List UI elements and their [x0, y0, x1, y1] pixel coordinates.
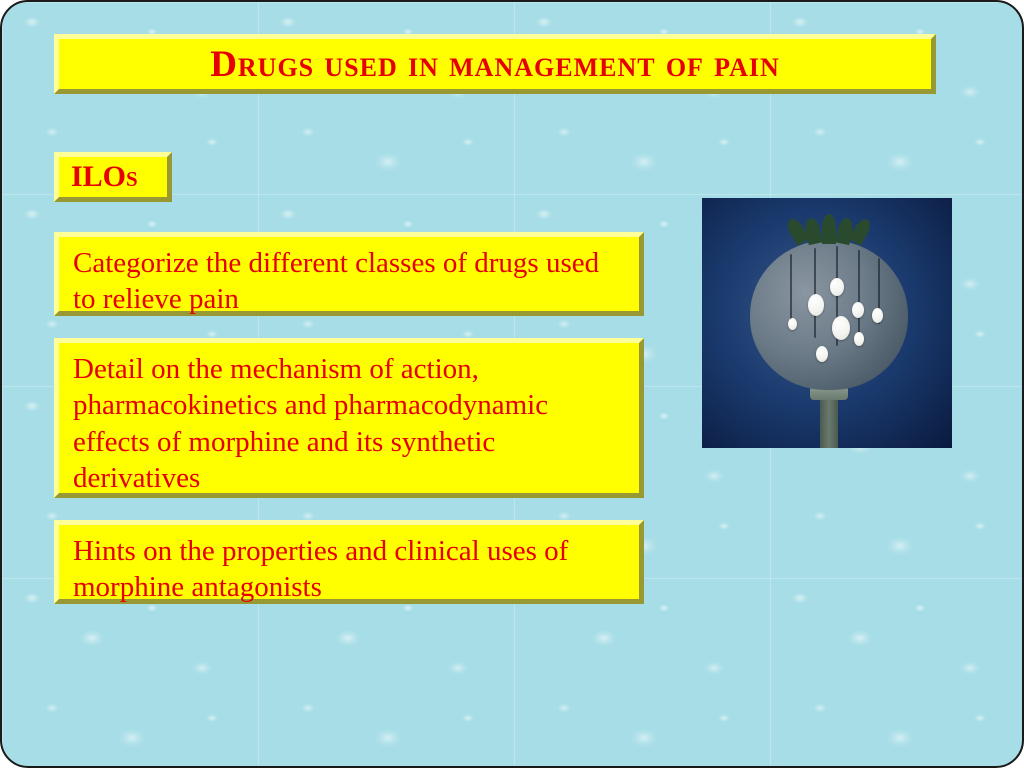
bullet-text: Detail on the mechanism of action, pharm… — [73, 351, 625, 496]
slide-title: Drugs used in management of pain — [210, 43, 780, 86]
bullet-text: Hints on the properties and clinical use… — [73, 533, 625, 606]
bullet-text: Categorize the different classes of drug… — [73, 245, 625, 318]
poppy-stem — [820, 393, 838, 448]
slide-title-box: Drugs used in management of pain — [54, 34, 936, 94]
bullet-box-1: Categorize the different classes of drug… — [54, 232, 644, 316]
subheading-box: ILOs — [54, 152, 172, 202]
bullet-box-2: Detail on the mechanism of action, pharm… — [54, 338, 644, 498]
poppy-crown — [790, 216, 868, 244]
poppy-image — [702, 198, 952, 448]
subheading-text: ILOs — [71, 160, 138, 194]
poppy-scene — [702, 198, 952, 448]
poppy-pod — [750, 240, 908, 390]
bullet-box-3: Hints on the properties and clinical use… — [54, 520, 644, 604]
slide-canvas: Drugs used in management of pain ILOs Ca… — [0, 0, 1024, 768]
